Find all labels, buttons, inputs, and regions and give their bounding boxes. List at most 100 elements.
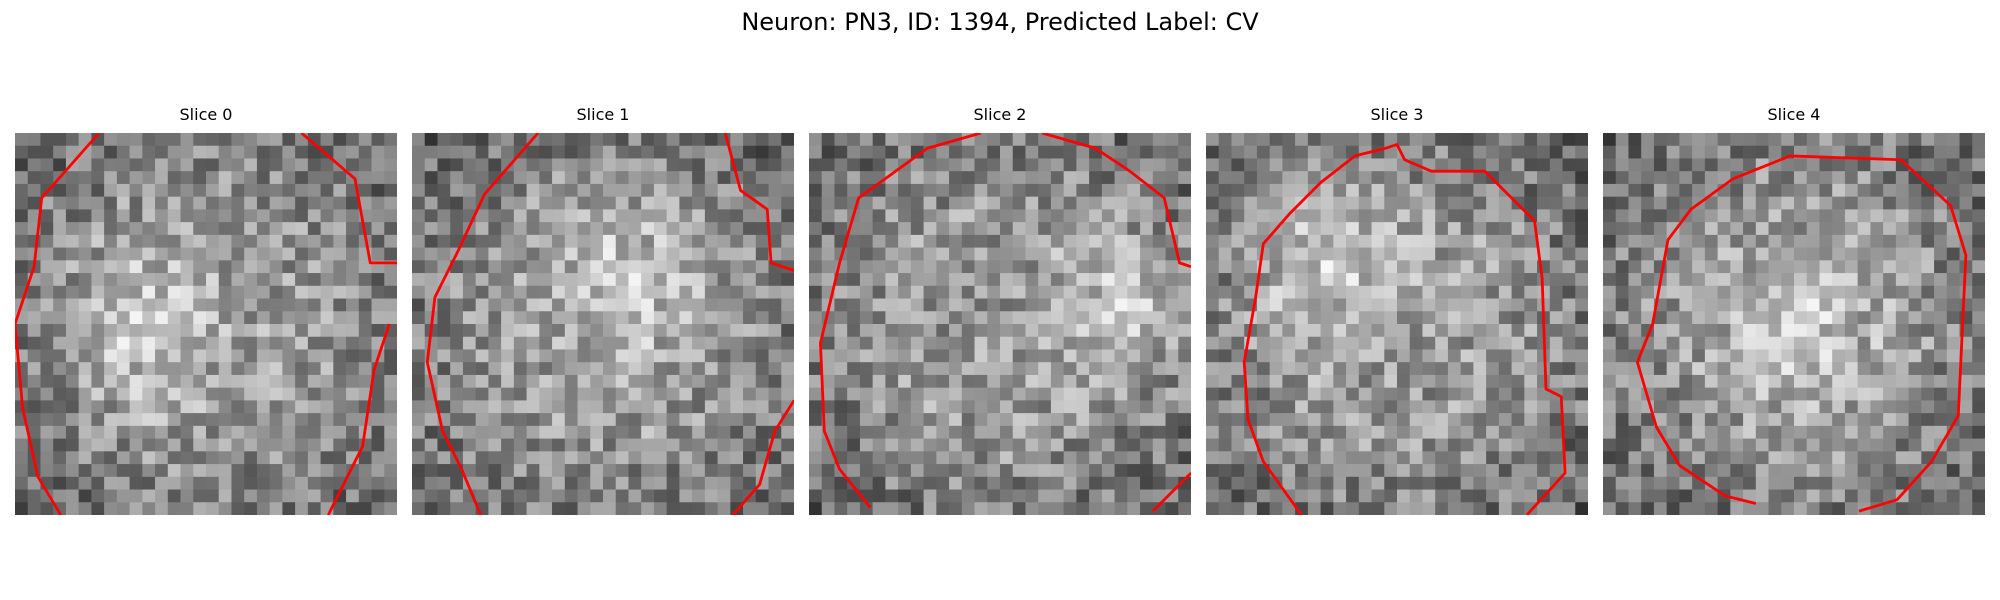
pixel (295, 171, 309, 185)
pixel (1435, 273, 1449, 287)
pixel (475, 349, 489, 363)
pixel (666, 247, 680, 261)
pixel (730, 413, 744, 427)
pixel (987, 273, 1001, 287)
pixel (1730, 349, 1744, 363)
pixel (1666, 145, 1680, 159)
pixel (180, 464, 194, 478)
pixel (1447, 413, 1461, 427)
pixel (1218, 464, 1232, 478)
pixel (1768, 476, 1782, 490)
pixel (679, 222, 693, 236)
pixel (1000, 158, 1013, 172)
pixel (1908, 222, 1922, 236)
pixel (1549, 489, 1563, 503)
pixel (526, 374, 540, 388)
pixel (501, 311, 515, 325)
pixel (437, 311, 451, 325)
pixel (847, 324, 861, 337)
pixel (1794, 158, 1807, 172)
pixel (142, 438, 156, 452)
pixel (346, 324, 360, 337)
pixel (1806, 158, 1820, 172)
pixel (1921, 145, 1935, 159)
pixel (526, 298, 540, 312)
pixel (142, 349, 156, 363)
pixel (307, 413, 321, 427)
pixel (743, 324, 757, 337)
pixel (1717, 438, 1731, 452)
pixel (1641, 247, 1655, 261)
pixel (666, 260, 680, 274)
pixel (1152, 311, 1166, 325)
pixel (898, 502, 912, 515)
pixel (1794, 171, 1807, 185)
pixel (1972, 476, 1985, 490)
pixel (1320, 158, 1334, 172)
pixel (1333, 260, 1347, 274)
pixel (987, 247, 1001, 261)
pixel (155, 260, 169, 274)
pixel (1832, 349, 1846, 363)
pixel (513, 273, 527, 287)
pixel (1679, 476, 1693, 490)
pixel (755, 273, 769, 287)
pixel (1575, 349, 1588, 363)
pixel (307, 158, 321, 172)
pixel (552, 464, 566, 478)
pixel (910, 222, 924, 236)
pixel (384, 311, 397, 325)
pixel (1717, 145, 1731, 159)
pixel (1076, 489, 1090, 503)
pixel (743, 311, 757, 325)
pixel (743, 413, 757, 427)
pixel (1206, 133, 1219, 146)
pixel (1460, 298, 1474, 312)
pixel (1511, 451, 1525, 465)
pixel (1717, 362, 1731, 376)
pixel (1282, 234, 1296, 248)
pixel (885, 234, 899, 248)
pixel (1089, 400, 1103, 414)
pixel (1511, 502, 1525, 515)
pixel (1972, 260, 1985, 274)
pixel (40, 260, 54, 274)
pixel (1256, 209, 1270, 223)
pixel (1076, 196, 1090, 210)
pixel (65, 502, 79, 515)
pixel (1549, 158, 1563, 172)
pixel (231, 425, 245, 439)
pixel (821, 476, 835, 490)
pixel (1755, 413, 1769, 427)
pixel (501, 133, 515, 146)
pixel (1870, 133, 1884, 146)
pixel (1269, 247, 1283, 261)
pixel (501, 234, 515, 248)
pixel (116, 273, 130, 287)
pixel (1603, 234, 1616, 248)
pixel (1603, 464, 1616, 478)
pixel (1320, 311, 1334, 325)
pixel (1524, 247, 1538, 261)
pixel (1653, 196, 1667, 210)
pixel (180, 425, 194, 439)
pixel (15, 158, 28, 172)
pixel (1320, 133, 1334, 146)
pixel (1152, 183, 1166, 197)
pixel (231, 273, 245, 287)
pixel (628, 234, 642, 248)
pixel (256, 196, 270, 210)
pixel (961, 273, 975, 287)
pixel (1358, 158, 1372, 172)
pixel (1000, 464, 1013, 478)
pixel (1743, 476, 1757, 490)
pixel (1269, 145, 1283, 159)
pixel (1679, 451, 1693, 465)
pixel (1460, 247, 1474, 261)
pixel (155, 387, 169, 401)
pixel (358, 489, 372, 503)
pixel (1025, 438, 1039, 452)
pixel (1218, 425, 1232, 439)
pixel (104, 464, 118, 478)
pixel (987, 374, 1001, 388)
